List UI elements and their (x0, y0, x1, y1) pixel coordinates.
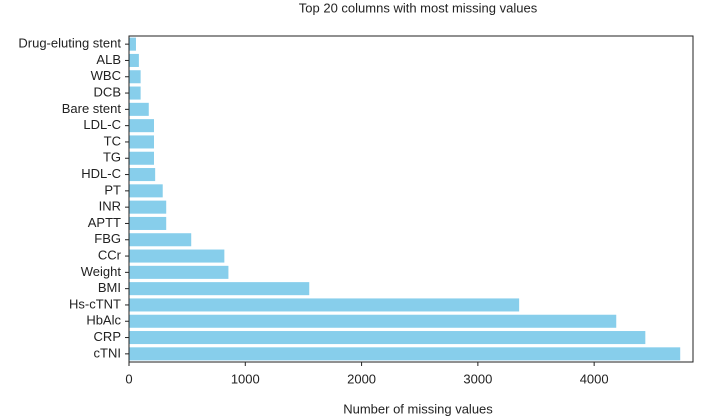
y-tick-label: PT (104, 182, 121, 197)
bar (129, 282, 310, 296)
x-tick-label: 4000 (580, 371, 609, 386)
chart-title: Top 20 columns with most missing values (299, 0, 538, 15)
x-tick-label: 1000 (231, 371, 260, 386)
x-tick-label: 2000 (347, 371, 376, 386)
y-tick-label: BMI (98, 280, 121, 295)
y-tick-label: CCr (98, 247, 122, 262)
y-tick-label: HDL-C (81, 166, 121, 181)
bar (129, 102, 149, 116)
bar (129, 70, 141, 84)
bar (129, 119, 155, 133)
y-tick-label: TC (104, 133, 121, 148)
bar (129, 135, 155, 149)
y-tick-label: Weight (81, 264, 122, 279)
bar (129, 184, 163, 198)
bar (129, 233, 192, 247)
y-tick-label: Hs-cTNT (69, 296, 121, 311)
y-tick-label: Drug-eluting stent (18, 36, 121, 51)
y-tick-label: APTT (88, 215, 121, 230)
y-tick-label: CRP (94, 329, 121, 344)
y-tick-label: INR (99, 199, 121, 214)
bar (129, 331, 646, 345)
bar (129, 200, 167, 214)
y-tick-label: FBG (94, 231, 121, 246)
bar (129, 314, 617, 328)
bar (129, 37, 136, 51)
bar (129, 168, 156, 182)
y-tick-label: Bare stent (62, 101, 122, 116)
bar (129, 265, 229, 279)
bar (129, 53, 139, 67)
plot-frame (128, 35, 694, 363)
y-tick-label: DCB (94, 84, 121, 99)
bar (129, 151, 155, 165)
x-tick-label: 0 (125, 371, 132, 386)
bar (129, 347, 681, 361)
x-axis-label: Number of missing values (343, 401, 493, 416)
y-tick-label: TG (103, 150, 121, 165)
bar (129, 86, 141, 100)
x-tick-label: 3000 (463, 371, 492, 386)
bar (129, 249, 225, 263)
y-tick-label: LDL-C (83, 117, 121, 132)
bar (129, 298, 520, 312)
bar (129, 216, 167, 230)
y-tick-label: cTNI (94, 345, 121, 360)
y-tick-label: WBC (91, 68, 121, 83)
y-tick-label: HbAlc (86, 313, 121, 328)
y-tick-label: ALB (96, 52, 121, 67)
